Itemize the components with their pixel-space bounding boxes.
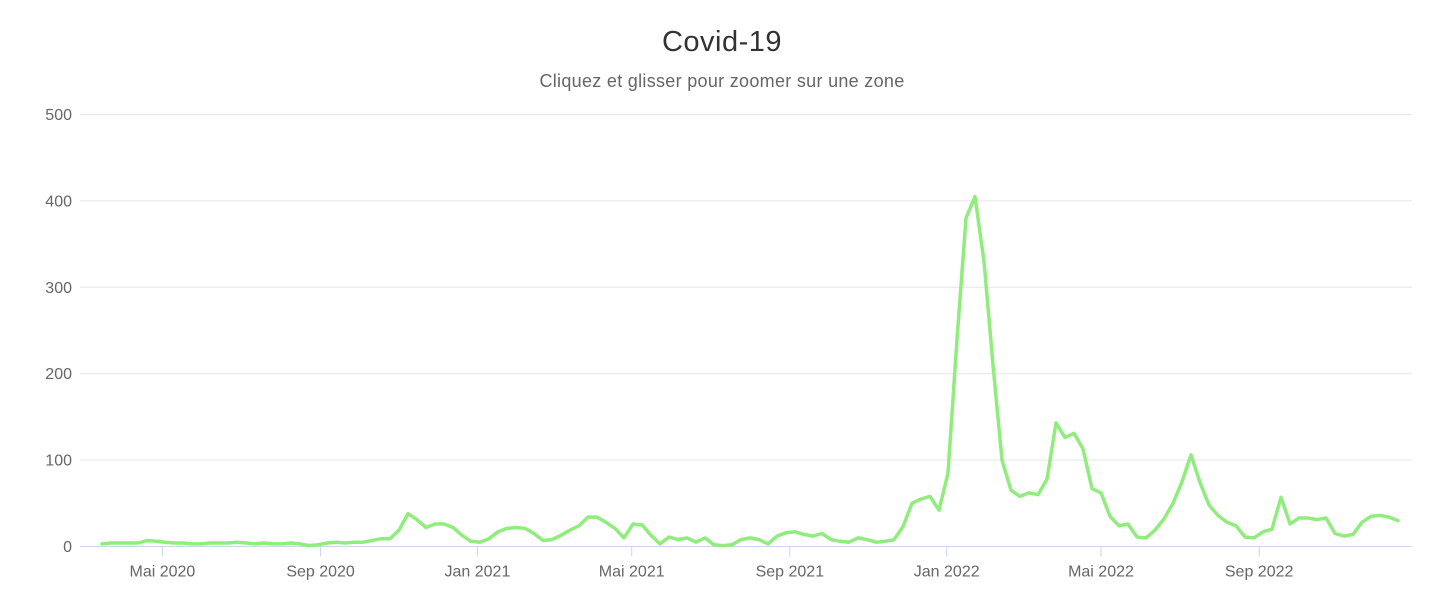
x-tick-label: Sep 2022 [1225,564,1294,581]
chart-subtitle: Cliquez et glisser pour zoomer sur une z… [539,71,905,91]
x-axis [80,546,1412,557]
y-tick-label-500: 500 [45,107,72,124]
y-tick-label-0: 0 [63,539,72,556]
x-tick-label: Sep 2021 [756,564,825,581]
x-tick-label: Sep 2020 [286,564,355,581]
x-axis-labels: Mai 2020 Sep 2020 Jan 2021 Mai 2021 Sep 2021… [130,564,1294,581]
y-tick-label-100: 100 [45,453,72,470]
x-tick-label: Jan 2021 [445,564,511,581]
series-covid19-line [100,194,1400,548]
y-tick-label-400: 400 [45,193,72,210]
x-tick-label: Mai 2020 [130,564,196,581]
x-tick-label: Mai 2021 [599,564,665,581]
series-line [100,194,1400,548]
y-tick-label-300: 300 [45,280,72,297]
chart-title: Covid-19 [661,26,783,58]
y-axis-labels: 0 100 200 300 400 500 [45,107,72,556]
x-tick-label: Mai 2022 [1068,564,1134,581]
y-tick-label-200: 200 [45,366,72,383]
x-tick-label: Jan 2022 [914,564,980,581]
plot-area-zoom-region[interactable] [80,114,1412,547]
